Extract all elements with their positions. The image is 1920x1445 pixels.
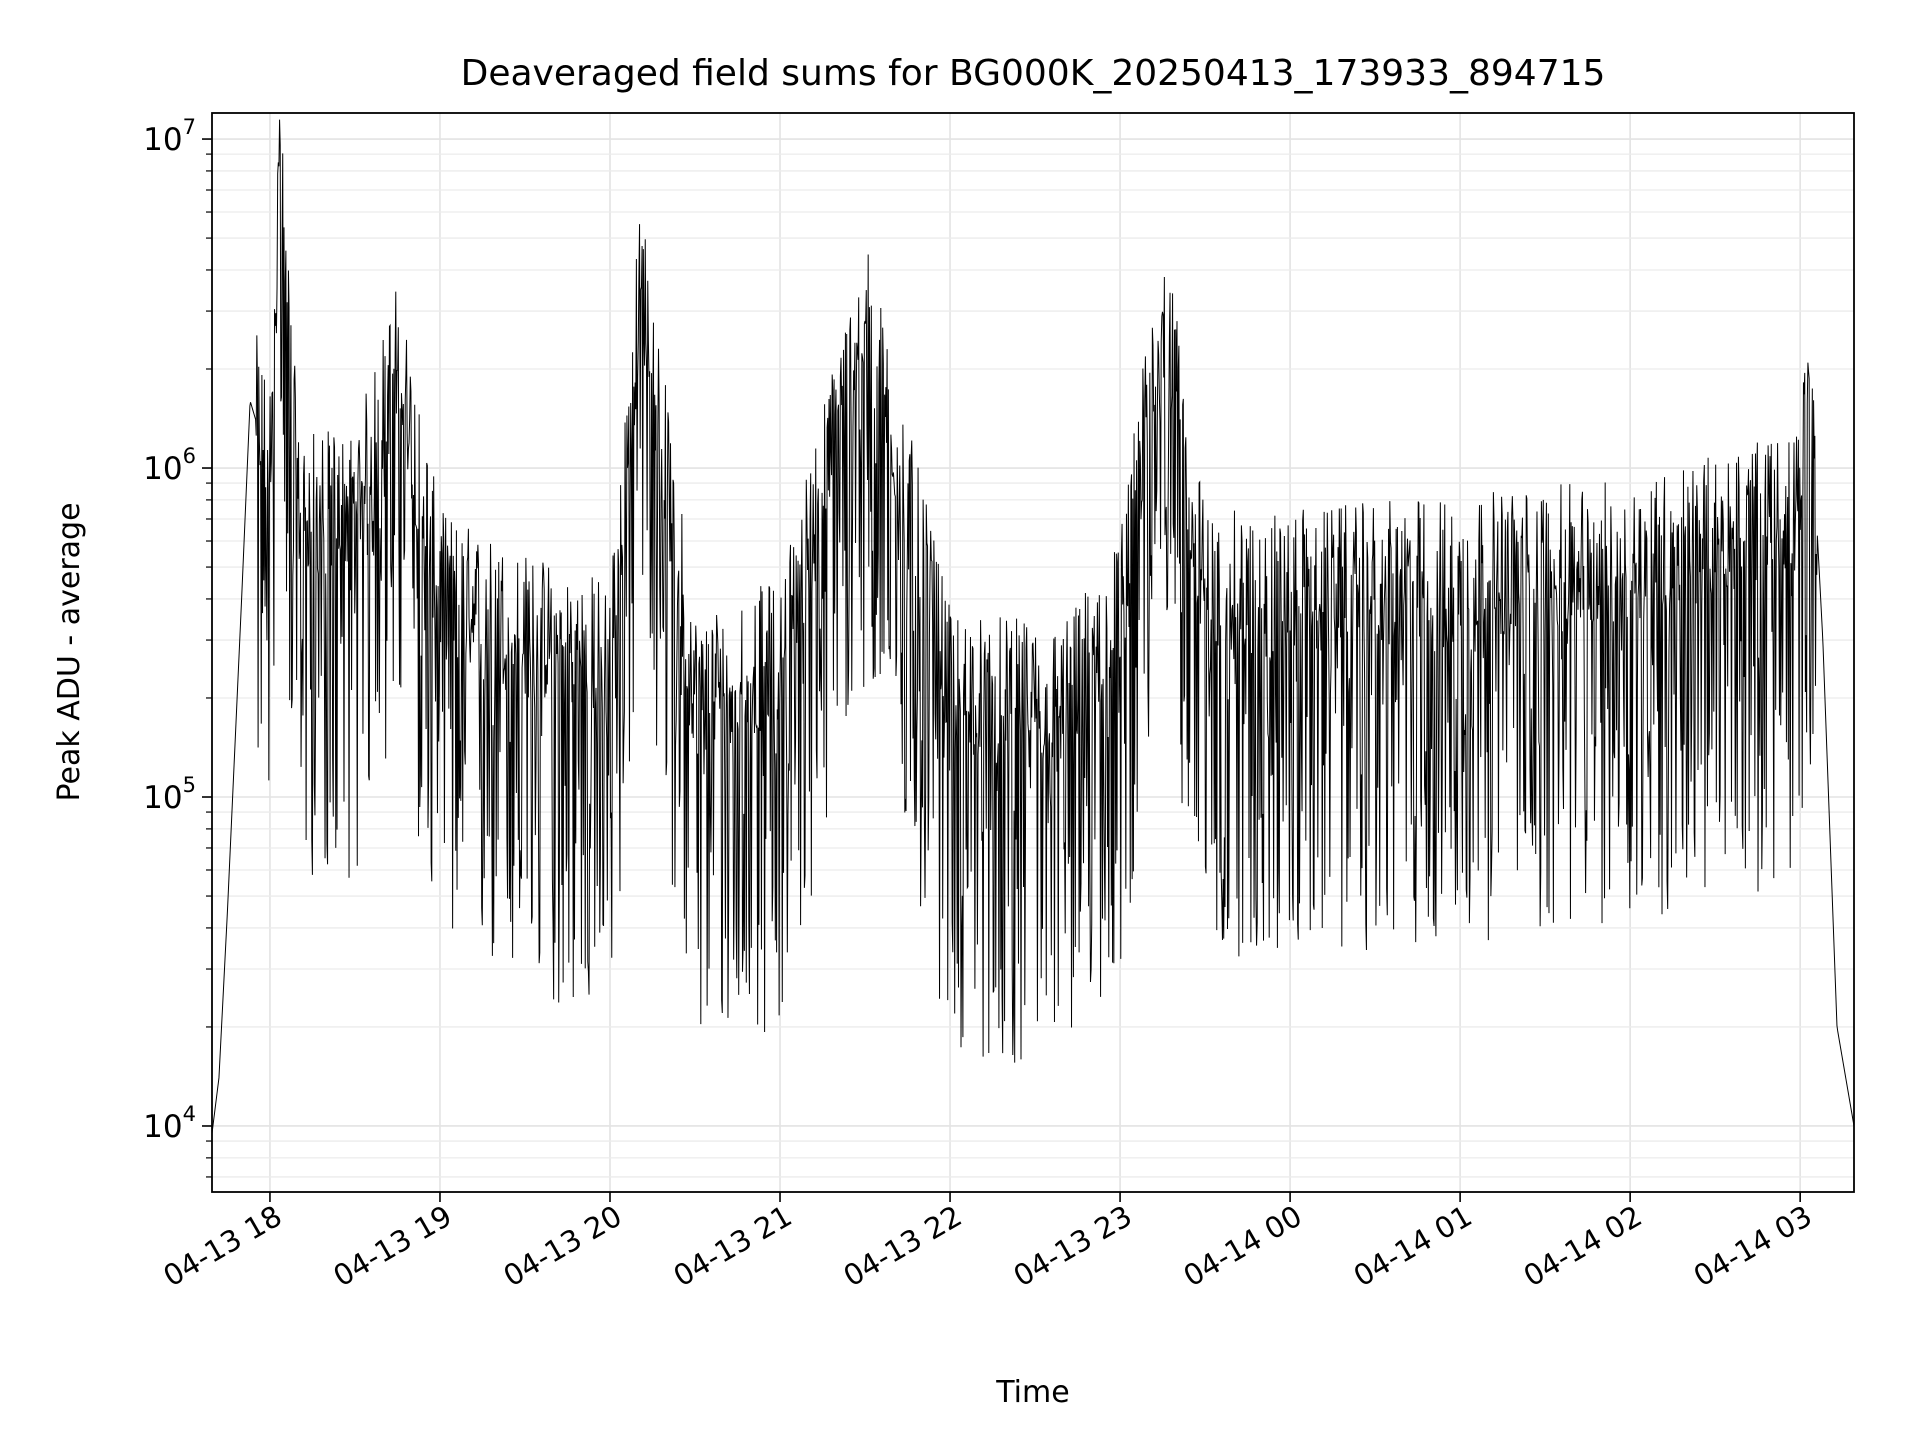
y-axis: 104 105 106 107 (143, 115, 212, 1178)
y-tick-label: 104 (143, 1102, 196, 1145)
x-axis-label: Time (995, 1375, 1069, 1410)
chart-title: Deaveraged field sums for BG000K_2025041… (461, 53, 1606, 94)
plot-frame (211, 112, 1855, 1193)
y-tick-label: 107 (143, 115, 196, 158)
y-axis-label: Peak ADU - average (52, 502, 87, 801)
y-tick-label: 106 (143, 444, 196, 487)
series-line (211, 119, 1855, 1134)
grid (212, 113, 1854, 1192)
y-tick-label: 105 (143, 773, 196, 816)
series-layer (211, 119, 1855, 1134)
